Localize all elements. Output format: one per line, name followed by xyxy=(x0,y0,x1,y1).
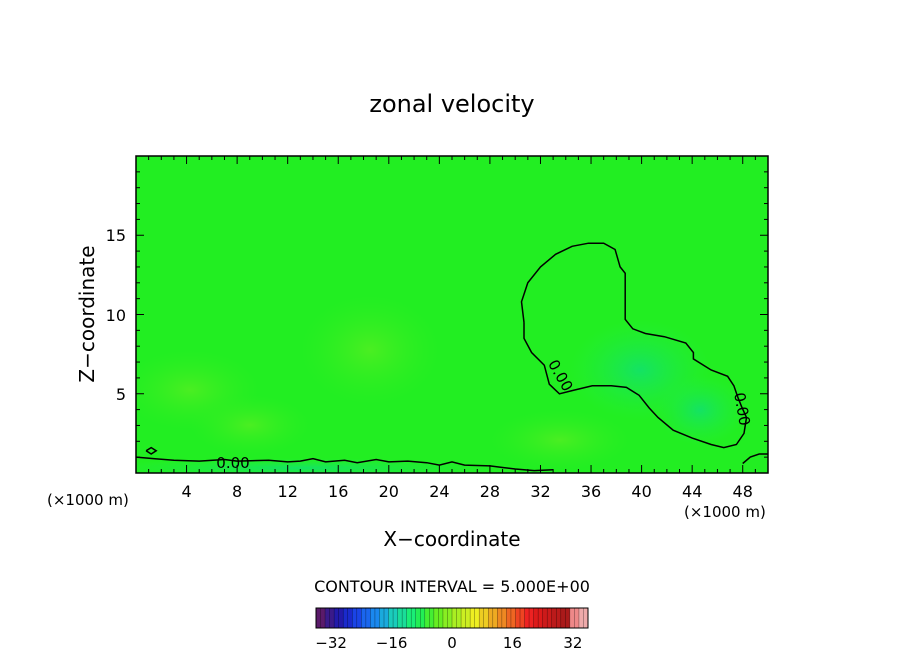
x-tick-label: 24 xyxy=(429,482,449,501)
zero-contour-small-loop xyxy=(145,446,158,455)
x-tick-label: 20 xyxy=(379,482,399,501)
plot-area: 0.00 0.00 0.00 xyxy=(135,155,769,474)
x-tick-label: 36 xyxy=(581,482,601,501)
y-tick-label: 15 xyxy=(106,226,126,245)
x-tick-label: 4 xyxy=(182,482,192,501)
chart-title: zonal velocity xyxy=(369,90,534,118)
field-blob-positive xyxy=(300,295,440,405)
field-blob-positive xyxy=(190,395,310,455)
x-tick-label: 28 xyxy=(480,482,500,501)
zero-contour-right-edge xyxy=(742,453,768,465)
x-tick-label: 48 xyxy=(733,482,753,501)
colorbar-ticks: −32 −16 0 16 32 xyxy=(315,634,582,652)
x-tick-label: 32 xyxy=(530,482,550,501)
colorbar-tick-label: −16 xyxy=(376,634,408,652)
x-tick-labels: 4 8 12 16 20 24 28 32 36 40 44 48 xyxy=(182,482,753,501)
colorbar-frame xyxy=(315,607,589,629)
contour-label: 0.00 xyxy=(730,391,754,427)
x-tick-label: 16 xyxy=(328,482,348,501)
x-tick-label: 12 xyxy=(278,482,298,501)
x-tick-label: 40 xyxy=(631,482,651,501)
field-blob-positive xyxy=(490,410,630,470)
field-blob-negative xyxy=(655,375,745,445)
colorbar: −32 −16 0 16 32 xyxy=(315,607,589,652)
colorbar-tick-label: −32 xyxy=(315,634,347,652)
zero-contour-main xyxy=(520,242,748,449)
contour-label: 0.00 xyxy=(216,454,249,472)
colorbar-tick-label: 0 xyxy=(447,634,457,652)
y-tick-label: 10 xyxy=(106,306,126,325)
y-tick-labels: 5 10 15 xyxy=(106,226,126,404)
x-tick-label: 44 xyxy=(682,482,702,501)
x-unit-left: (×1000 m) xyxy=(47,491,129,509)
colorbar-tick-label: 16 xyxy=(503,634,522,652)
colorbar-segments xyxy=(316,608,589,628)
x-tick-label: 8 xyxy=(232,482,242,501)
y-tick-label: 5 xyxy=(116,385,126,404)
contour-interval-text: CONTOUR INTERVAL = 5.000E+00 xyxy=(314,577,590,596)
y-axis-label: Z−coordinate xyxy=(75,245,99,382)
x-unit-right: (×1000 m) xyxy=(684,503,766,521)
colorbar-tick-label: 32 xyxy=(563,634,582,652)
x-axis-label: X−coordinate xyxy=(383,527,520,551)
axis-ticks xyxy=(136,156,768,473)
